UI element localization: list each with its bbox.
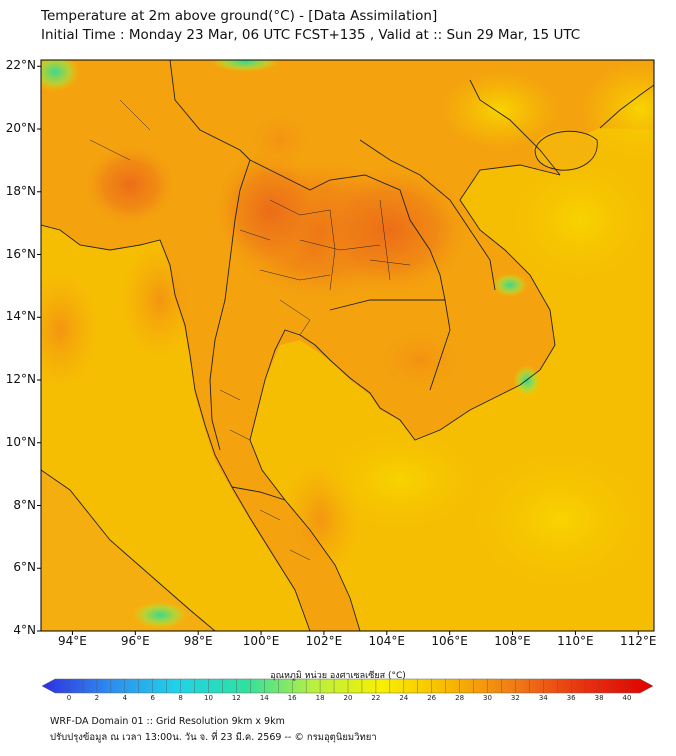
colorbar-tick-label: 26 bbox=[427, 694, 437, 702]
colorbar-tick-label: 30 bbox=[483, 694, 492, 702]
lat-label: 8°N bbox=[13, 497, 36, 512]
coastline-china bbox=[599, 84, 654, 129]
colorbar-tick-label: 34 bbox=[538, 694, 548, 702]
colorbar-tick-label: 28 bbox=[455, 694, 465, 702]
land-mainland bbox=[41, 60, 654, 631]
province-lines bbox=[89, 99, 411, 561]
lon-label: 96°E bbox=[120, 634, 150, 648]
border-laos-vietnam bbox=[359, 139, 496, 291]
lon-label: 98°E bbox=[183, 634, 213, 648]
cool-spot-annamite bbox=[492, 273, 528, 297]
axis-ticks bbox=[37, 65, 639, 635]
colorbar-tick-label: 36 bbox=[566, 694, 576, 702]
border-thailand-laos bbox=[249, 159, 446, 301]
cool-zone-vietnam-north bbox=[440, 70, 560, 150]
lat-label: 20°N bbox=[5, 121, 36, 136]
borders bbox=[41, 60, 654, 631]
chart-subtitle: Initial Time : Monday 23 Mar, 06 UTC FCS… bbox=[41, 27, 581, 43]
lat-label: 18°N bbox=[5, 183, 36, 198]
lat-label: 22°N bbox=[5, 58, 36, 73]
warm-zone-tenasserim bbox=[120, 240, 200, 360]
cool-zone-gulf-of-thailand bbox=[320, 430, 480, 530]
colorbar-tick-label: 22 bbox=[371, 694, 381, 702]
lon-label: 106°E bbox=[431, 634, 468, 648]
coastline-gulf-of-thailand bbox=[249, 164, 561, 631]
land-sumatra bbox=[41, 470, 215, 631]
lon-label: 112°E bbox=[620, 634, 657, 648]
colorbar-ticks bbox=[68, 679, 628, 693]
colorbar-tick-label: 6 bbox=[150, 694, 155, 702]
lon-label: 104°E bbox=[368, 634, 406, 648]
colorbar-label: อุณหภูมิ หน่วย องศาเซลเซียส (°C) bbox=[270, 671, 406, 681]
lat-label: 4°N bbox=[13, 623, 36, 637]
lat-label: 12°N bbox=[5, 372, 36, 386]
colorbar bbox=[41, 678, 654, 694]
lon-label: 94°E bbox=[57, 634, 87, 648]
land-hainan bbox=[533, 130, 597, 170]
border-malaysia bbox=[231, 486, 286, 501]
border-myanmar-china bbox=[169, 60, 251, 161]
warm-zone-laos-north bbox=[240, 105, 320, 175]
coastline-hainan bbox=[534, 130, 598, 171]
lat-label: 6°N bbox=[13, 560, 36, 575]
lat-label: 10°N bbox=[5, 434, 36, 449]
cool-spot-northwest bbox=[41, 60, 80, 92]
colorbar-tick-label: 2 bbox=[94, 694, 100, 702]
warm-zone-andaman-coast bbox=[41, 270, 100, 390]
lon-label: 102°E bbox=[305, 634, 343, 648]
map-frame bbox=[40, 59, 655, 632]
colorbar-tick-label: 12 bbox=[231, 694, 241, 702]
border-thailand-myanmar bbox=[209, 159, 251, 451]
hot-zone-north-thailand bbox=[215, 150, 325, 270]
colorbar-tick-label: 10 bbox=[204, 694, 213, 702]
colorbar-tick-label: 24 bbox=[399, 694, 409, 702]
cool-zone-south-china-sea bbox=[580, 60, 654, 160]
colorbar-tick-label: 32 bbox=[510, 694, 520, 702]
footer-model-info: WRF-DA Domain 01 :: Grid Resolution 9km … bbox=[50, 716, 285, 727]
warm-zone-cambodia bbox=[365, 320, 475, 400]
colorbar-tick-label: 0 bbox=[66, 694, 72, 702]
lon-label: 108°E bbox=[494, 634, 531, 648]
footer-update-info: ปรับปรุงข้อมูล ณ เวลา 13:00น. วัน จ. ที่… bbox=[50, 732, 377, 743]
chart-title: Temperature at 2m above ground(°C) - [Da… bbox=[41, 8, 438, 24]
lat-label: 14°N bbox=[5, 309, 36, 324]
colorbar-tick-label: 4 bbox=[122, 694, 128, 702]
cool-spot-vietnam-highland bbox=[513, 365, 541, 397]
lat-label: 16°N bbox=[5, 246, 36, 261]
colorbar-tick-label: 38 bbox=[594, 694, 604, 702]
colorbar-tick-label: 16 bbox=[287, 694, 297, 702]
map-field bbox=[41, 60, 654, 631]
coastline-vietnam-north bbox=[469, 79, 561, 176]
cool-spot-north bbox=[210, 60, 280, 72]
colorbar-tick-label: 40 bbox=[622, 694, 632, 702]
colorbar-tick-label: 14 bbox=[259, 694, 269, 702]
cool-spot-sumatra bbox=[132, 601, 188, 629]
coastline-sumatra bbox=[41, 469, 216, 631]
colorbar-tick-label: 18 bbox=[315, 694, 325, 702]
hot-zone-northeast-thailand bbox=[310, 165, 470, 295]
cool-zone-gulf-of-tonkin bbox=[510, 160, 650, 280]
coastline-myanmar bbox=[41, 224, 311, 631]
lon-label: 100°E bbox=[242, 634, 280, 648]
hot-zone-myanmar bbox=[85, 145, 175, 225]
cool-zone-south-china-sea-south bbox=[470, 450, 650, 590]
lon-label: 110°E bbox=[557, 634, 594, 648]
colorbar-tick-label: 20 bbox=[343, 694, 353, 702]
border-cambodia bbox=[329, 299, 451, 391]
colorbar-tick-label: 8 bbox=[178, 694, 183, 702]
